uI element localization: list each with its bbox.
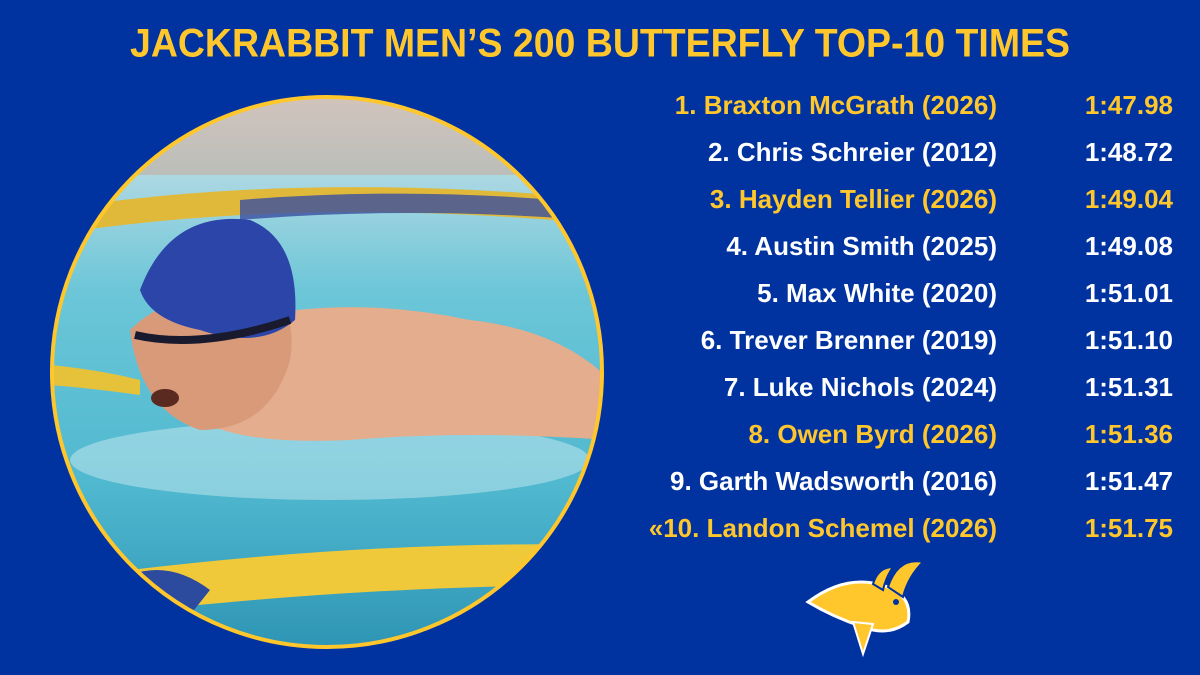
swim-time: 1:48.72 — [1085, 137, 1173, 167]
title: JACKRABBIT MEN’S 200 BUTTERFLY TOP-10 TI… — [130, 22, 1070, 66]
swimmer-name: 5. Max White (2020) — [757, 278, 997, 308]
swimmer-name: 4. Austin Smith (2025) — [726, 231, 997, 261]
swim-time: 1:51.01 — [1085, 278, 1173, 308]
swimmer-name: 3. Hayden Tellier (2026) — [710, 184, 997, 214]
swimmer-name: 1. Braxton McGrath (2026) — [675, 90, 997, 120]
swimmer-name: 2. Chris Schreier (2012) — [708, 137, 997, 167]
swimmer-name: 6. Trever Brenner (2019) — [701, 325, 997, 355]
swim-time: 1:49.08 — [1085, 231, 1173, 261]
swim-time: 1:51.47 — [1085, 466, 1173, 496]
swim-time: 1:51.31 — [1085, 372, 1173, 402]
swim-time: 1:47.98 — [1085, 90, 1173, 120]
photo-border — [50, 95, 604, 649]
swimmer-photo — [53, 98, 601, 646]
swim-time: 1:49.04 — [1085, 184, 1174, 214]
swimmer-name: «10. Landon Schemel (2026) — [649, 513, 997, 543]
swim-time: 1:51.10 — [1085, 325, 1173, 355]
swimmer-name: 8. Owen Byrd (2026) — [748, 419, 997, 449]
swimmer-name: 7. Luke Nichols (2024) — [724, 372, 997, 402]
swim-time: 1:51.75 — [1085, 513, 1173, 543]
swimmer-name: 9. Garth Wadsworth (2016) — [670, 466, 997, 496]
jackrabbit-logo — [805, 560, 926, 658]
swim-time: 1:51.36 — [1085, 419, 1173, 449]
